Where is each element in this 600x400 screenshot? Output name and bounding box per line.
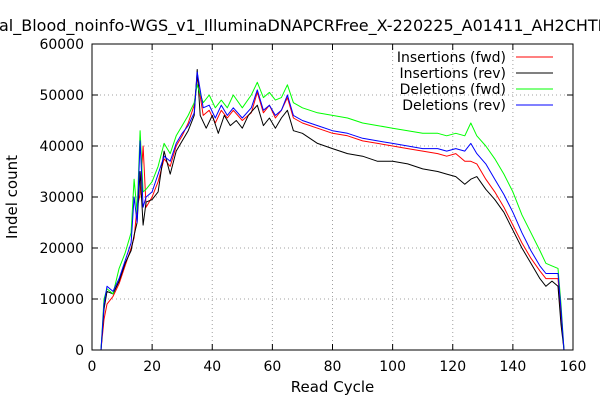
x-tick-label: 140 [500, 359, 527, 375]
x-tick-label: 20 [143, 359, 161, 375]
y-tick-label: 20000 [39, 241, 84, 257]
y-axis-label: Indel count [3, 155, 21, 239]
x-tick-label: 40 [203, 359, 221, 375]
y-tick-label: 0 [75, 343, 84, 359]
x-tick-label: 160 [560, 359, 587, 375]
x-tick-label: 0 [88, 359, 97, 375]
legend-label: Insertions (fwd) [397, 50, 506, 66]
x-tick-label: 60 [263, 359, 281, 375]
y-tick-label: 10000 [39, 292, 84, 308]
x-tick-label: 100 [379, 359, 406, 375]
legend: Insertions (fwd)Insertions (rev)Deletion… [397, 50, 553, 114]
x-axis-label: Read Cycle [291, 378, 374, 396]
y-tick-label: 60000 [39, 37, 84, 53]
series-layer [100, 69, 565, 351]
y-tick-label: 40000 [39, 139, 84, 155]
y-tick-label: 50000 [39, 88, 84, 104]
chart-title: al_Blood_noinfo-WGS_v1_IlluminaDNAPCRFre… [0, 16, 600, 36]
legend-label: Insertions (rev) [400, 66, 507, 82]
legend-label: Deletions (rev) [402, 98, 506, 114]
legend-label: Deletions (fwd) [400, 82, 506, 98]
series-line-3 [100, 81, 565, 351]
x-tick-label: 80 [324, 359, 342, 375]
series-line-2 [100, 69, 565, 351]
series-line-1 [100, 76, 565, 351]
x-tick-label: 120 [439, 359, 466, 375]
y-tick-label: 30000 [39, 190, 84, 206]
series-line-4 [100, 71, 565, 351]
axes: 0 20 40 60 80 100 120 140 160 0 10000 20000 30000 400… [39, 37, 586, 375]
